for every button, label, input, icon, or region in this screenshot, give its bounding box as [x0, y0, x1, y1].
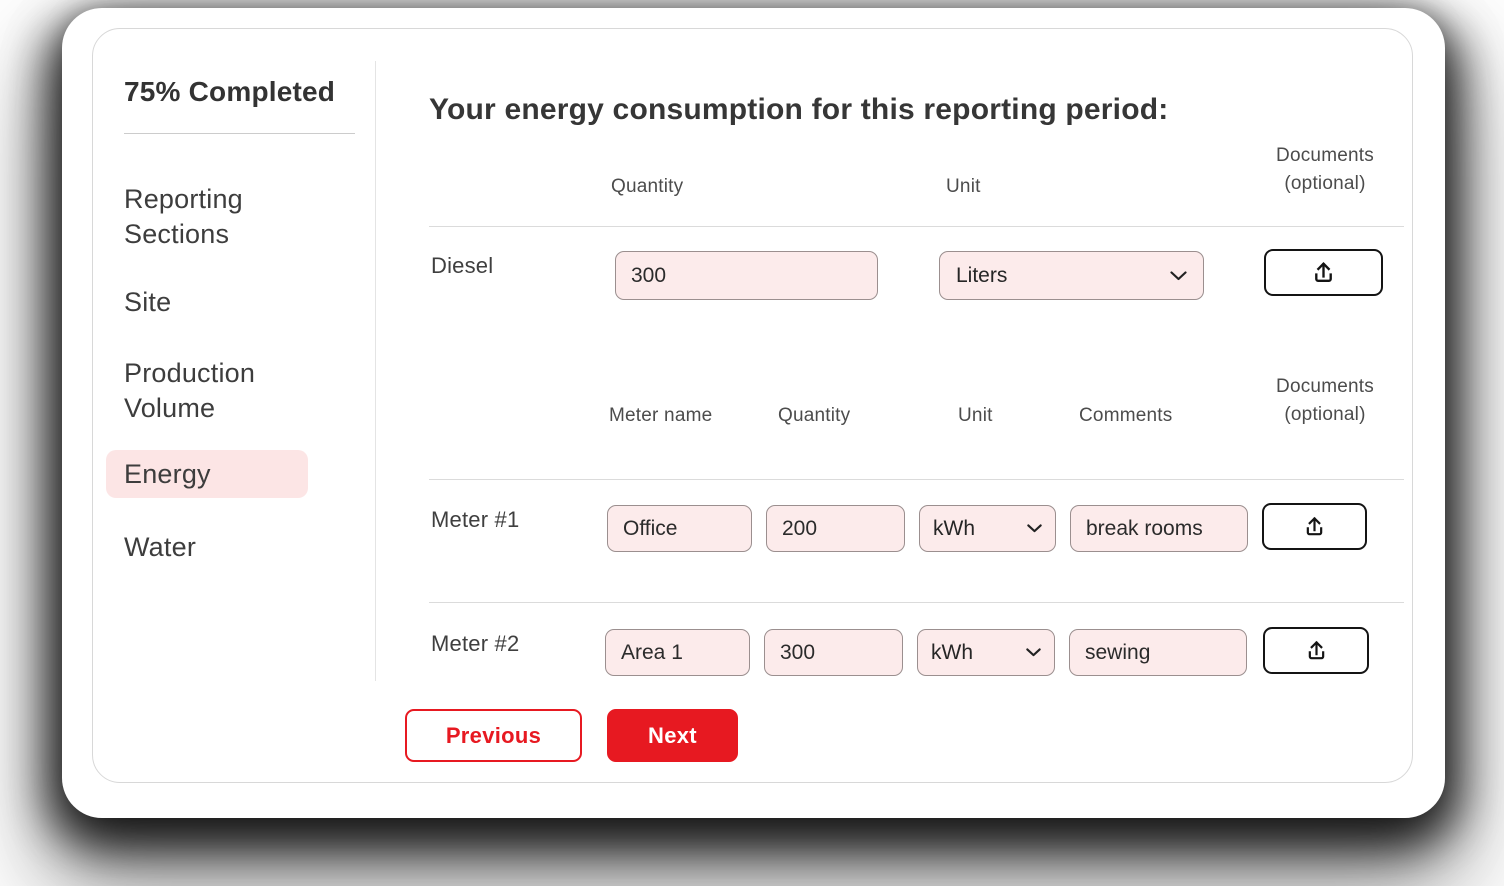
meter-table-divider-1	[429, 479, 1404, 480]
diesel-upload-documents-button[interactable]	[1264, 249, 1383, 296]
page-title: Your energy consumption for this reporti…	[429, 93, 1169, 126]
upload-icon	[1302, 514, 1327, 539]
chevron-down-icon	[1026, 648, 1041, 657]
meter-2-quantity-input[interactable]	[764, 629, 903, 676]
meter-header-documents-line1: Documents	[1276, 376, 1374, 397]
meter-1-row-label: Meter #1	[431, 507, 520, 532]
meter-2-name-input[interactable]	[605, 629, 750, 676]
diesel-quantity-field-wrap	[615, 251, 878, 300]
sidebar-item-production-volume[interactable]: Production Volume	[124, 358, 256, 423]
diesel-unit-value: Liters	[956, 263, 1008, 287]
floating-card: 75% Completed Reporting Sections Site Pr…	[62, 8, 1445, 818]
meter-1-unit-select[interactable]: kWh	[919, 505, 1056, 552]
meter-table-divider-2	[429, 602, 1404, 603]
sidebar-item-water[interactable]: Water	[124, 532, 197, 562]
fuel-row-label-diesel: Diesel	[431, 253, 494, 278]
sidebar-item-energy-label: Energy	[124, 458, 211, 489]
meter-1-comments-input[interactable]	[1070, 505, 1248, 552]
meter-2-unit-select[interactable]: kWh	[917, 629, 1055, 676]
fuel-header-documents: Documents (optional)	[1265, 142, 1385, 198]
form-panel: 75% Completed Reporting Sections Site Pr…	[92, 28, 1413, 783]
next-button[interactable]: Next	[607, 709, 738, 762]
meter-header-quantity: Quantity	[778, 405, 851, 426]
meter-1-name-input[interactable]	[607, 505, 752, 552]
fuel-header-documents-line1: Documents	[1276, 145, 1374, 166]
meter-1-upload-documents-button[interactable]	[1262, 503, 1367, 550]
meter-1-unit-value: kWh	[933, 516, 975, 540]
meter-2-row-label: Meter #2	[431, 631, 520, 656]
meter-2-upload-documents-button[interactable]	[1263, 627, 1369, 674]
chevron-down-icon	[1027, 524, 1042, 533]
sidebar-vertical-divider	[375, 61, 376, 681]
diesel-unit-select[interactable]: Liters	[939, 251, 1204, 300]
fuel-header-quantity: Quantity	[611, 176, 684, 197]
sidebar-item-energy[interactable]: Energy	[106, 450, 308, 498]
meter-header-unit: Unit	[958, 405, 993, 426]
sidebar-item-site[interactable]: Site	[124, 287, 172, 317]
fuel-table-divider	[429, 226, 1404, 227]
fuel-header-documents-line2: (optional)	[1284, 173, 1366, 194]
meter-header-documents: Documents (optional)	[1265, 373, 1385, 429]
meter-header-name: Meter name	[609, 405, 713, 426]
progress-label: 75% Completed	[124, 76, 336, 107]
upload-icon	[1310, 259, 1337, 286]
fuel-header-unit: Unit	[946, 176, 981, 197]
meter-2-comments-input[interactable]	[1069, 629, 1247, 676]
sidebar-item-reporting-sections[interactable]: Reporting Sections	[124, 184, 243, 249]
meter-2-unit-value: kWh	[931, 640, 973, 664]
meter-header-documents-line2: (optional)	[1284, 404, 1366, 425]
sidebar-divider	[124, 133, 355, 134]
diesel-quantity-input[interactable]	[615, 251, 878, 300]
previous-button[interactable]: Previous	[405, 709, 582, 762]
meter-header-comments: Comments	[1079, 405, 1173, 426]
meter-1-quantity-input[interactable]	[766, 505, 905, 552]
upload-icon	[1304, 638, 1329, 663]
chevron-down-icon	[1170, 270, 1187, 281]
